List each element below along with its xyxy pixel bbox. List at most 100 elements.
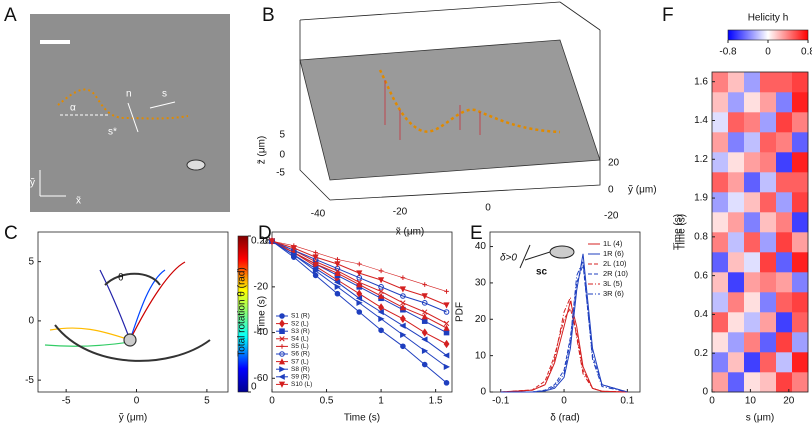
- heatmap-cell: [728, 152, 745, 173]
- marker: [356, 309, 363, 315]
- y-tick-label: -20: [254, 281, 269, 292]
- y-tick-label: 30: [475, 278, 487, 289]
- marker: [443, 329, 450, 336]
- colorbar-label: Time (s): [257, 296, 268, 332]
- marker: [290, 251, 297, 258]
- heatmap-cell: [760, 352, 777, 373]
- marker: [334, 269, 341, 276]
- heatmap-cell: [792, 212, 809, 233]
- heatmap-cell: [744, 92, 761, 113]
- y-tick-label: 5: [28, 256, 34, 267]
- heatmap-cell: [744, 312, 761, 333]
- marker: [279, 344, 285, 349]
- heatmap-cell: [728, 92, 745, 113]
- plot-frame: [489, 231, 641, 393]
- tick-label: -40: [311, 209, 326, 220]
- legend-label: S7 (L): [291, 358, 309, 365]
- heatmap-cell: [760, 272, 777, 293]
- heatmap-cell: [712, 92, 729, 113]
- panel-label: E: [470, 223, 483, 244]
- marker: [312, 254, 319, 261]
- series-line: [500, 259, 628, 393]
- heatmap-cell: [712, 132, 729, 153]
- heatmap-cell: [728, 232, 745, 253]
- marker: [278, 381, 286, 388]
- heatmap-cell: [776, 172, 793, 193]
- heatmap-cell: [712, 192, 729, 213]
- marker: [290, 245, 297, 252]
- y-tick-label: -60: [254, 373, 269, 384]
- x-tick-label: 0: [134, 396, 140, 407]
- y-tick-label: 0.2: [694, 348, 708, 359]
- marker: [399, 304, 407, 311]
- heatmap-cell: [744, 292, 761, 313]
- x-tick-label: 20: [783, 396, 795, 407]
- heatmap-cell: [728, 72, 745, 93]
- heatmap-cell: [728, 272, 745, 293]
- heatmap-cell: [728, 312, 745, 333]
- heatmap-cell: [760, 92, 777, 113]
- heatmap-cell: [776, 292, 793, 313]
- heatmap-cell: [728, 332, 745, 353]
- marker: [377, 292, 385, 299]
- heatmap-cell: [760, 152, 777, 173]
- legend-label: S2 (L): [291, 320, 309, 327]
- legend-label: 1L (4): [603, 239, 623, 248]
- marker: [356, 281, 363, 288]
- marker: [378, 284, 384, 290]
- y-axis-label: PDF: [455, 302, 466, 322]
- heatmap-cell: [712, 112, 729, 133]
- heatmap-cell: [744, 332, 761, 353]
- marker: [421, 300, 428, 306]
- heatmap-cell: [760, 72, 777, 93]
- heatmap-cell: [760, 132, 777, 153]
- legend-label: 3L (5): [603, 279, 623, 288]
- marker: [443, 339, 450, 349]
- y-tick-label: 0: [262, 236, 268, 247]
- heatmap-cell: [728, 352, 745, 373]
- tick-label: 20: [608, 158, 620, 169]
- marker: [278, 358, 286, 365]
- marker: [421, 328, 428, 337]
- marker: [399, 314, 406, 324]
- heatmap-cell: [792, 332, 809, 353]
- tick-label: 0: [485, 203, 491, 214]
- marker: [421, 336, 428, 343]
- heatmap-cell: [792, 92, 809, 113]
- marker: [279, 328, 285, 334]
- marker: [312, 272, 319, 279]
- sperm-icon: [519, 244, 551, 269]
- y-tick-label: 1.2: [694, 154, 708, 165]
- legend-label: S3 (R): [291, 328, 310, 335]
- heatmap-cell: [776, 192, 793, 213]
- heatmap-cell: [728, 112, 745, 133]
- x-tick-label: 0: [561, 396, 567, 407]
- heatmap-cell: [728, 252, 745, 273]
- marker: [443, 302, 450, 309]
- colorbar-tick-label: -0.8: [719, 47, 737, 58]
- marker: [279, 351, 285, 357]
- marker: [400, 293, 406, 299]
- x-tick-label: 0: [269, 396, 275, 407]
- heatmap-cell: [744, 112, 761, 133]
- annotation: sc: [536, 267, 548, 278]
- heatmap-cell: [776, 372, 793, 393]
- marker: [377, 277, 385, 284]
- heatmap-cell: [744, 72, 761, 93]
- legend-label: S6 (R): [291, 351, 310, 358]
- x-tick-label: 0.1: [620, 396, 634, 407]
- heatmap-cell: [760, 312, 777, 333]
- y-tick-label: 0.6: [694, 270, 708, 281]
- heatmap-cell: [760, 232, 777, 253]
- y-tick-label: 1.4: [694, 115, 708, 126]
- heatmap-cell: [712, 232, 729, 253]
- y-tick-label: 0: [480, 387, 486, 398]
- heatmap-cell: [712, 332, 729, 353]
- heatmap-cell: [728, 212, 745, 233]
- marker: [268, 238, 276, 245]
- marker: [400, 331, 407, 338]
- heatmap-cell: [744, 252, 761, 273]
- heatmap-cell: [712, 292, 729, 313]
- heatmap-cell: [776, 232, 793, 253]
- x-axis-label: s (μm): [746, 413, 775, 424]
